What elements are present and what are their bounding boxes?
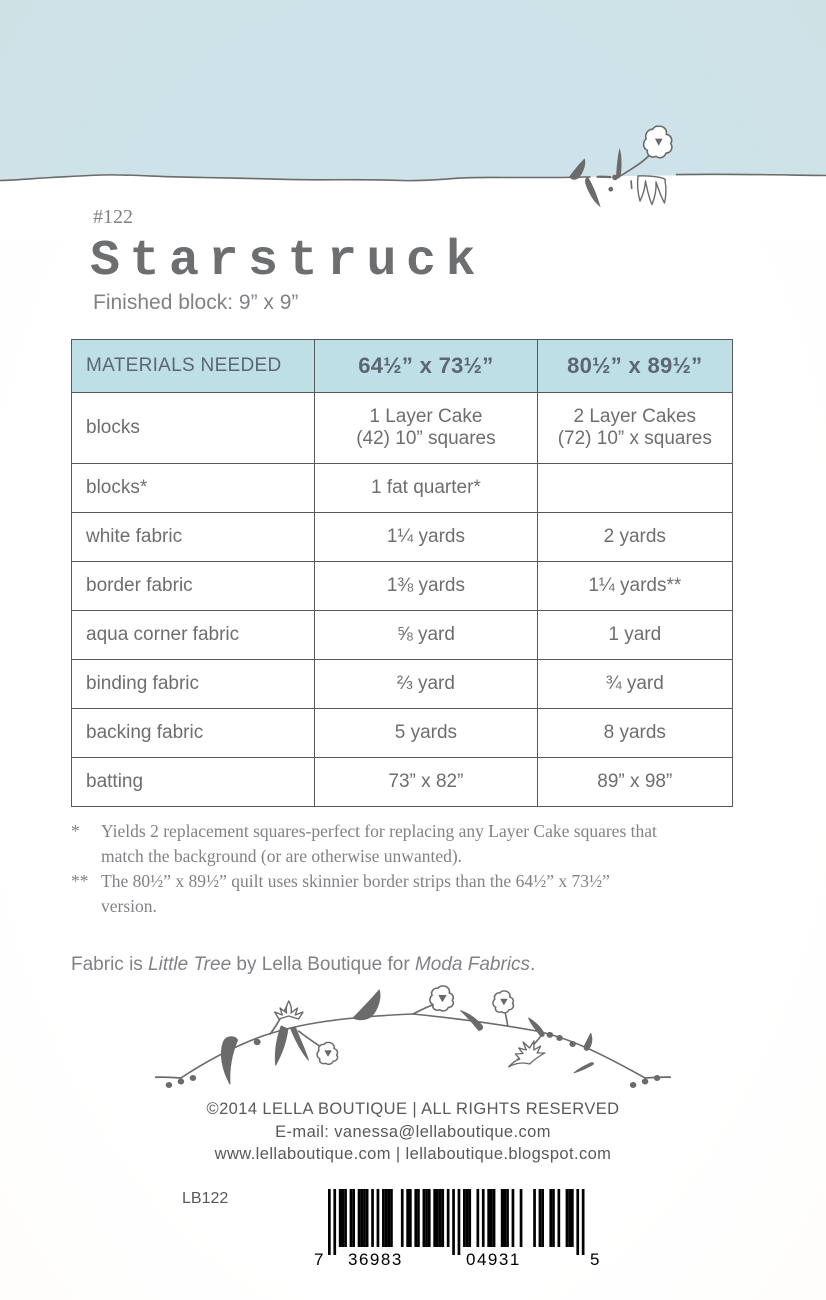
svg-text:04931: 04931 <box>466 1250 521 1269</box>
svg-text:5: 5 <box>590 1250 599 1269</box>
svg-text:36983: 36983 <box>348 1250 403 1269</box>
svg-text:7: 7 <box>314 1250 323 1269</box>
